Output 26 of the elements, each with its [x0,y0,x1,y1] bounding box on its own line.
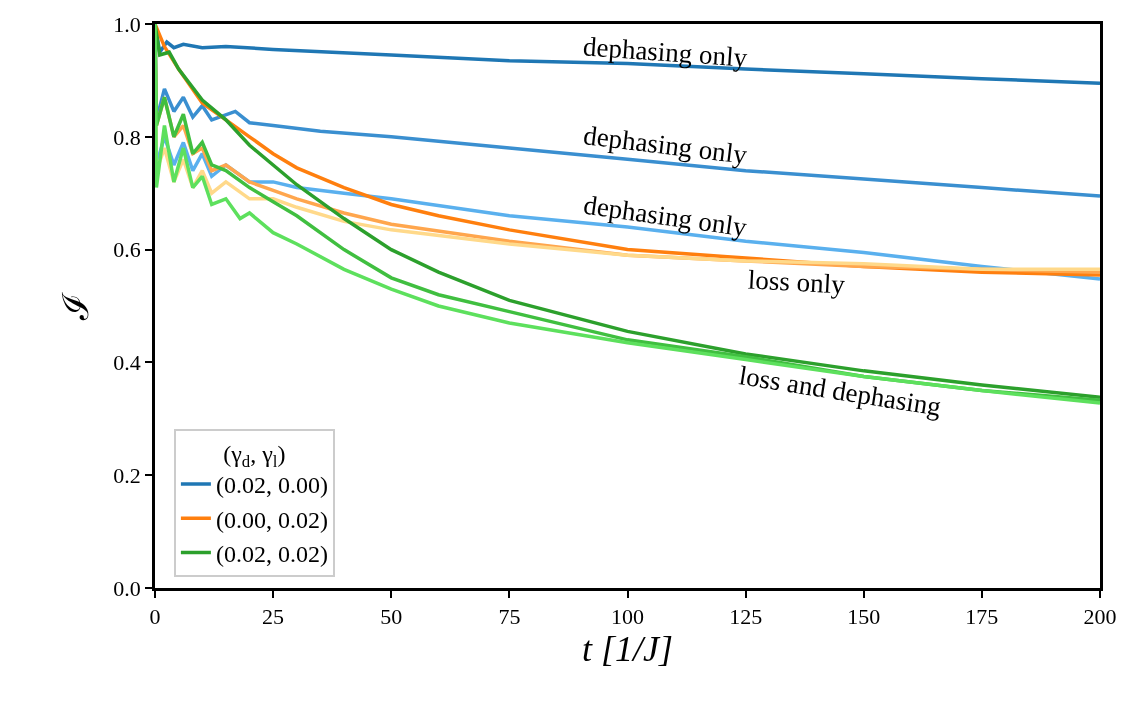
legend-title: (γ$_{d}$, γ$_{l}$) [223,440,286,471]
x-tick-label: 200 [1083,604,1117,630]
x-tick-label: 100 [611,604,644,630]
x-tick-label: 75 [498,604,521,630]
annotation: dephasing only [582,31,749,73]
x-tick-label: 175 [965,604,999,630]
legend-label: (0.00, 0.02) [215,506,328,533]
legend-label: (0.02, 0.00) [215,472,328,499]
annotation: loss only [747,264,846,300]
x-axis-title: t [1/J] [581,629,674,670]
annotation: loss and dephasing [736,360,944,422]
annotation: dephasing only [581,189,749,243]
y-axis-title: ℐ [56,291,97,321]
x-tick-label: 25 [262,604,285,630]
y-tick-label: 0.8 [113,124,141,150]
x-tick-label: 0 [149,604,161,630]
y-tick-label: 0.4 [113,350,141,376]
legend-label: (0.02, 0.02) [215,540,328,567]
x-tick-label: 50 [380,604,403,630]
y-tick-label: 0.6 [113,237,141,263]
y-tick-label: 0.0 [113,575,141,601]
y-tick-label: 1.0 [113,11,141,37]
y-tick-label: 0.2 [113,462,141,488]
x-tick-label: 150 [847,604,881,630]
x-tick-label: 125 [729,604,763,630]
annotation: dephasing only [581,120,749,170]
